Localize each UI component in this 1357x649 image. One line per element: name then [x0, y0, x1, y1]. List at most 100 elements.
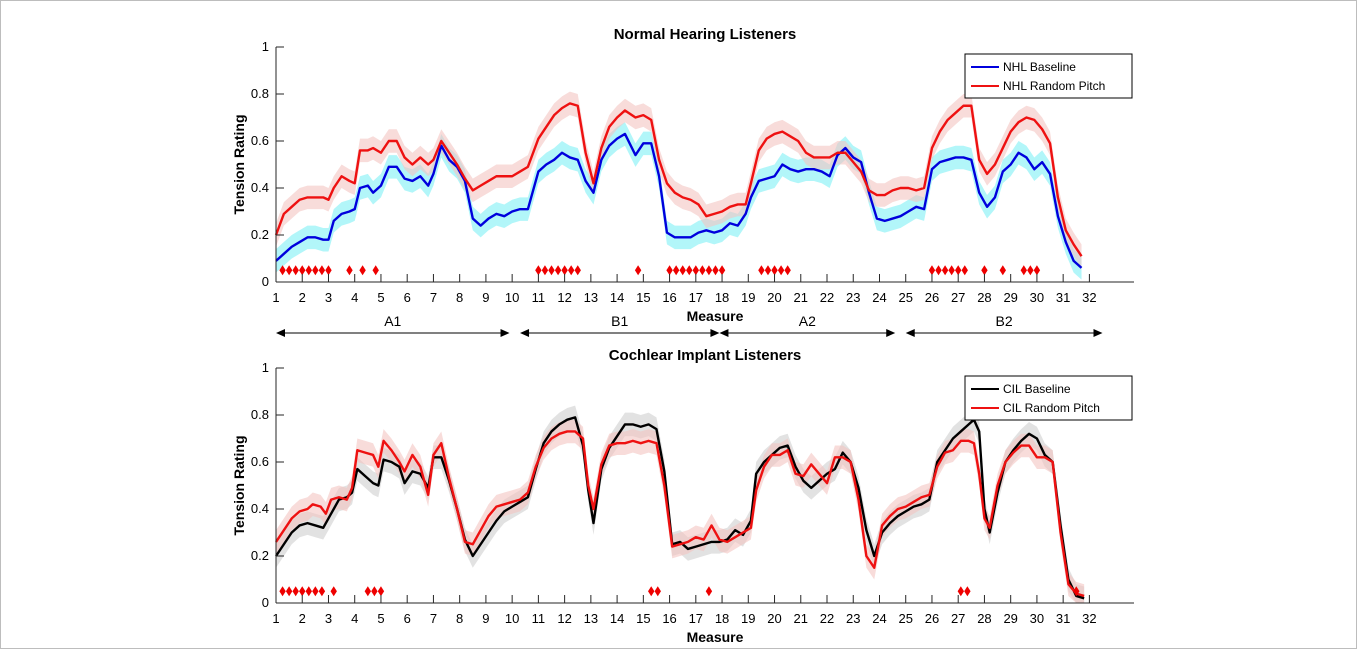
significance-marker	[1033, 265, 1041, 276]
legend: CIL Baseline CIL Random Pitch	[964, 375, 1133, 421]
section-arrowhead-left	[520, 329, 530, 337]
x-axis-label: Measure	[687, 629, 744, 645]
significance-marker	[955, 265, 962, 276]
section-label: A1	[384, 313, 401, 329]
significance-marker	[541, 265, 549, 276]
x-tick-label: 28	[977, 290, 991, 305]
significance-marker	[654, 586, 661, 597]
significance-marker	[299, 265, 306, 276]
significance-marker	[318, 265, 326, 276]
significance-marker	[764, 265, 772, 276]
x-tick-label: 1	[272, 290, 279, 305]
x-tick-label: 3	[325, 290, 332, 305]
significance-marker	[648, 586, 655, 597]
chart-title: Normal Hearing Listeners	[614, 26, 797, 43]
significance-marker	[712, 265, 719, 276]
section-b2: B2	[905, 313, 1103, 337]
significance-marker	[305, 586, 312, 597]
x-tick-label: 4	[351, 290, 358, 305]
x-tick-label: 8	[456, 611, 463, 626]
confidence-bands	[276, 405, 1085, 603]
x-tick-label: 23	[846, 290, 860, 305]
x-tick-label: 9	[482, 290, 489, 305]
x-tick-label: 17	[689, 290, 703, 305]
significance-marker	[279, 265, 286, 276]
y-tick-label: 0.4	[251, 501, 269, 516]
significance-marker	[372, 265, 379, 276]
x-tick-label: 8	[456, 290, 463, 305]
axes: 00.20.40.60.811 2 3 4 5 6 7 8 9 10 11 12 13 14 15 16 17 1…	[251, 360, 1134, 626]
significance-marker	[305, 265, 312, 276]
x-tick-label: 21	[794, 290, 808, 305]
x-tick-label: 13	[584, 290, 598, 305]
section-arrowhead-left	[276, 329, 285, 337]
significance-marker	[1020, 265, 1027, 276]
y-tick-label: 0.2	[251, 548, 269, 563]
significance-marker	[964, 586, 971, 597]
x-tick-label: 25	[898, 611, 912, 626]
y-tick-label: 0	[262, 274, 269, 289]
line-series-0	[275, 416, 1085, 600]
section-arrows: A1 B1 A2 B2	[276, 313, 1103, 337]
x-tick-label: 5	[377, 611, 384, 626]
significance-marker	[935, 265, 942, 276]
panel-normal-hearing: Normal Hearing Listeners Tension Rating …	[231, 26, 1134, 324]
significance-marker	[359, 265, 366, 276]
significance-marker	[364, 586, 372, 597]
x-tick-label: 16	[662, 611, 676, 626]
y-tick-label: 0.2	[251, 227, 269, 242]
significance-marker	[981, 265, 988, 276]
section-arrowhead-right	[886, 329, 896, 337]
significance-marker	[686, 265, 693, 276]
significance-marker	[718, 265, 726, 276]
x-tick-label: 29	[1003, 611, 1017, 626]
section-a1: A1	[276, 313, 510, 337]
x-tick-label: 10	[505, 290, 519, 305]
significance-marker	[548, 265, 555, 276]
significance-marker	[312, 265, 319, 276]
x-tick-label: 24	[872, 611, 886, 626]
line-series-1	[274, 102, 1083, 257]
significance-marker	[666, 265, 673, 276]
x-tick-label: 31	[1056, 290, 1070, 305]
x-tick-label: 20	[767, 611, 781, 626]
x-tick-label: 27	[951, 290, 965, 305]
x-tick-label: 16	[662, 290, 676, 305]
x-tick-label: 5	[377, 290, 384, 305]
x-tick-label: 4	[351, 611, 358, 626]
significance-marker	[325, 265, 332, 276]
x-tick-label: 1	[272, 611, 279, 626]
significance-marker	[574, 265, 581, 276]
significance-marker	[634, 265, 642, 276]
line-series-1	[275, 430, 1085, 598]
significance-marker	[961, 265, 968, 276]
section-b1: B1	[520, 313, 720, 337]
x-tick-label: 12	[557, 611, 571, 626]
series-lines	[275, 416, 1085, 600]
legend-label-nhl-random-pitch: NHL Random Pitch	[1003, 79, 1105, 93]
significance-marker	[535, 265, 542, 276]
confidence-bands	[276, 91, 1082, 280]
significance-marker	[1073, 586, 1080, 597]
x-tick-label: 30	[1030, 611, 1044, 626]
significance-marker	[784, 265, 791, 276]
x-tick-label: 29	[1003, 290, 1017, 305]
y-tick-label: 0.8	[251, 86, 269, 101]
x-tick-label: 18	[715, 611, 729, 626]
x-tick-label: 30	[1030, 290, 1044, 305]
band-series-1	[276, 419, 1085, 603]
significance-marker	[777, 265, 785, 276]
significance-marker	[371, 586, 378, 597]
x-tick-label: 2	[299, 290, 306, 305]
x-tick-label: 13	[584, 611, 598, 626]
significance-marker	[771, 265, 778, 276]
panel-cochlear-implant: Cochlear Implant Listeners Tension Ratin…	[231, 347, 1134, 645]
x-tick-label: 12	[557, 290, 571, 305]
x-tick-label: 9	[482, 611, 489, 626]
legend-label-nhl-baseline: NHL Baseline	[1003, 60, 1076, 74]
section-arrowhead-left	[905, 329, 915, 337]
significance-marker	[705, 586, 713, 597]
significance-marker	[948, 265, 955, 276]
significance-marker	[285, 265, 293, 276]
